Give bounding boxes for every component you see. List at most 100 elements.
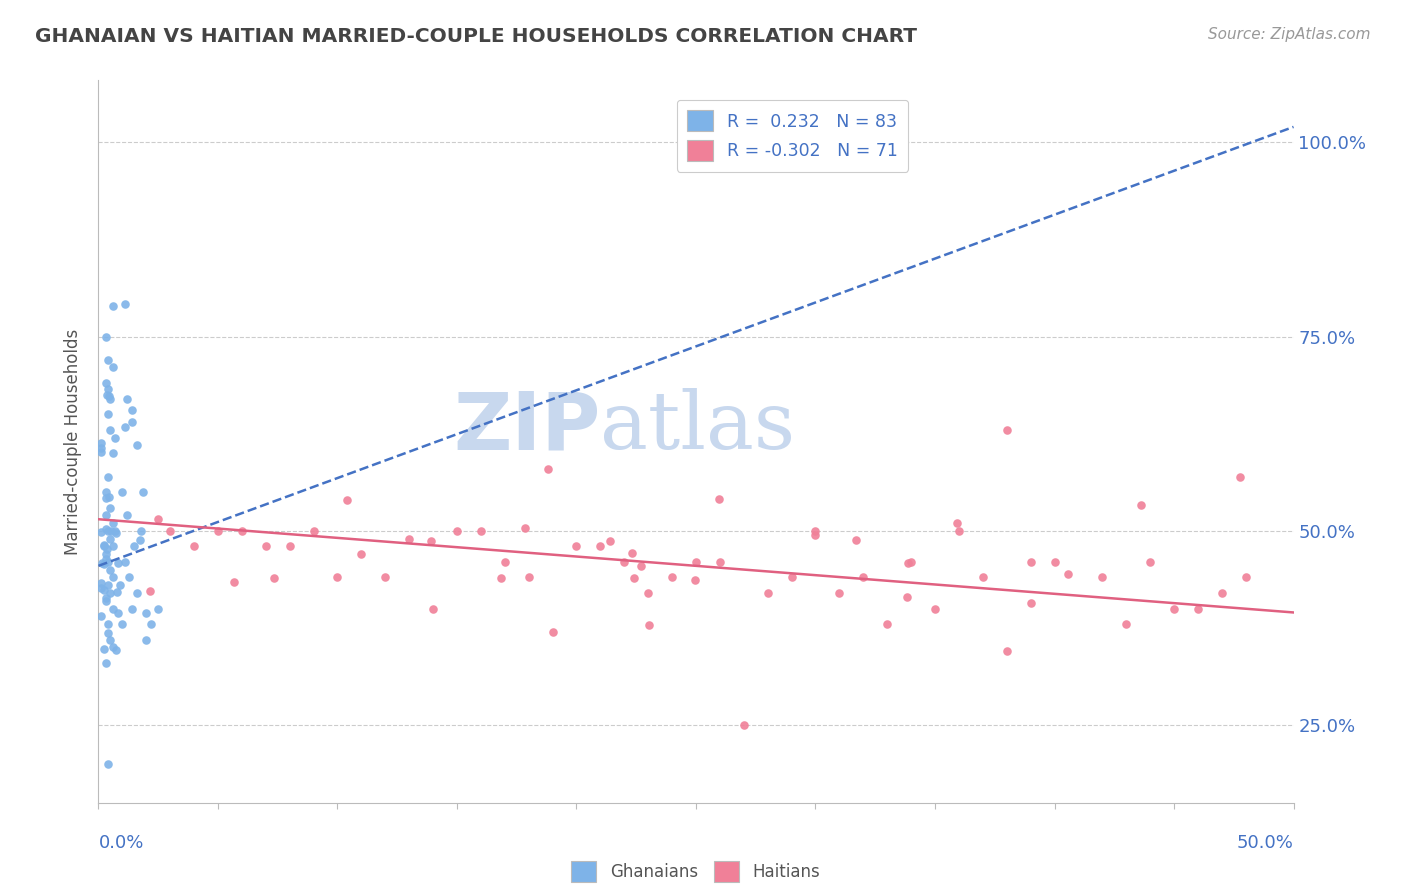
Point bbox=[93, 539, 115, 553]
Point bbox=[638, 618, 661, 632]
Point bbox=[97, 382, 120, 396]
Point bbox=[326, 570, 349, 584]
Point bbox=[101, 360, 124, 375]
Point bbox=[1115, 617, 1137, 632]
Point bbox=[709, 491, 731, 506]
Point bbox=[254, 540, 277, 554]
Point bbox=[90, 441, 112, 455]
Point bbox=[224, 575, 246, 590]
Point bbox=[709, 555, 731, 569]
Point bbox=[96, 542, 118, 557]
Point bbox=[97, 617, 120, 632]
Text: 0.0%: 0.0% bbox=[98, 834, 143, 852]
Point bbox=[350, 547, 373, 561]
Point bbox=[101, 570, 124, 584]
Point bbox=[541, 624, 564, 639]
Point bbox=[101, 640, 124, 655]
Point bbox=[1091, 570, 1114, 584]
Point bbox=[97, 408, 120, 422]
Point bbox=[924, 601, 946, 615]
Point bbox=[98, 563, 122, 577]
Point bbox=[1234, 570, 1257, 584]
Point bbox=[565, 540, 588, 554]
Point bbox=[135, 632, 157, 647]
Point bbox=[90, 609, 112, 624]
Point bbox=[90, 436, 112, 450]
Point bbox=[101, 516, 124, 530]
Point bbox=[107, 607, 129, 621]
Point bbox=[114, 420, 136, 434]
Point bbox=[896, 590, 918, 604]
Point bbox=[101, 299, 124, 313]
Point bbox=[90, 444, 112, 458]
Point bbox=[613, 555, 636, 569]
Point bbox=[115, 508, 138, 523]
Point bbox=[419, 534, 441, 549]
Point bbox=[115, 392, 138, 406]
Text: Source: ZipAtlas.com: Source: ZipAtlas.com bbox=[1208, 27, 1371, 42]
Point bbox=[96, 552, 118, 566]
Point bbox=[97, 524, 120, 538]
Text: 50.0%: 50.0% bbox=[1237, 834, 1294, 852]
Point bbox=[100, 524, 122, 538]
Point bbox=[125, 586, 148, 600]
Point bbox=[494, 555, 516, 569]
Point bbox=[98, 392, 122, 406]
Point bbox=[94, 485, 117, 500]
Point bbox=[207, 524, 229, 538]
Point bbox=[780, 570, 803, 584]
Point bbox=[97, 625, 120, 640]
Point bbox=[685, 573, 707, 587]
Point bbox=[98, 389, 121, 403]
Point bbox=[733, 718, 755, 732]
Point bbox=[97, 353, 120, 368]
Point bbox=[513, 521, 536, 535]
Point bbox=[231, 524, 253, 538]
Point bbox=[96, 388, 118, 402]
Point bbox=[94, 594, 117, 608]
Point bbox=[446, 524, 468, 538]
Point bbox=[845, 533, 868, 547]
Point bbox=[90, 524, 112, 539]
Point bbox=[111, 485, 134, 500]
Point bbox=[1130, 498, 1153, 512]
Point bbox=[94, 491, 117, 506]
Point bbox=[94, 591, 117, 605]
Point bbox=[897, 557, 920, 571]
Point bbox=[121, 415, 143, 429]
Point bbox=[101, 446, 124, 460]
Point bbox=[537, 461, 560, 475]
Point bbox=[104, 526, 127, 541]
Point bbox=[398, 532, 420, 546]
Point bbox=[995, 423, 1018, 437]
Text: ZIP: ZIP bbox=[453, 388, 600, 467]
Point bbox=[108, 578, 131, 592]
Point bbox=[129, 533, 152, 548]
Point bbox=[852, 570, 875, 584]
Point bbox=[1163, 601, 1185, 615]
Point bbox=[1211, 586, 1233, 600]
Point bbox=[972, 570, 994, 584]
Point bbox=[1229, 470, 1251, 484]
Point bbox=[139, 584, 162, 599]
Point bbox=[995, 644, 1018, 658]
Point bbox=[131, 524, 153, 538]
Point bbox=[828, 586, 851, 600]
Point bbox=[589, 540, 612, 554]
Point bbox=[94, 329, 117, 343]
Point bbox=[94, 656, 117, 670]
Y-axis label: Married-couple Households: Married-couple Households bbox=[65, 328, 83, 555]
Point bbox=[148, 601, 170, 615]
Point bbox=[94, 547, 117, 561]
Point bbox=[98, 500, 122, 515]
Point bbox=[620, 546, 643, 560]
Point bbox=[125, 438, 148, 452]
Point bbox=[93, 582, 115, 597]
Point bbox=[104, 431, 127, 445]
Point bbox=[98, 632, 122, 647]
Point bbox=[374, 570, 396, 584]
Point bbox=[422, 601, 444, 615]
Point bbox=[278, 540, 301, 554]
Point bbox=[94, 376, 117, 391]
Point bbox=[114, 555, 136, 569]
